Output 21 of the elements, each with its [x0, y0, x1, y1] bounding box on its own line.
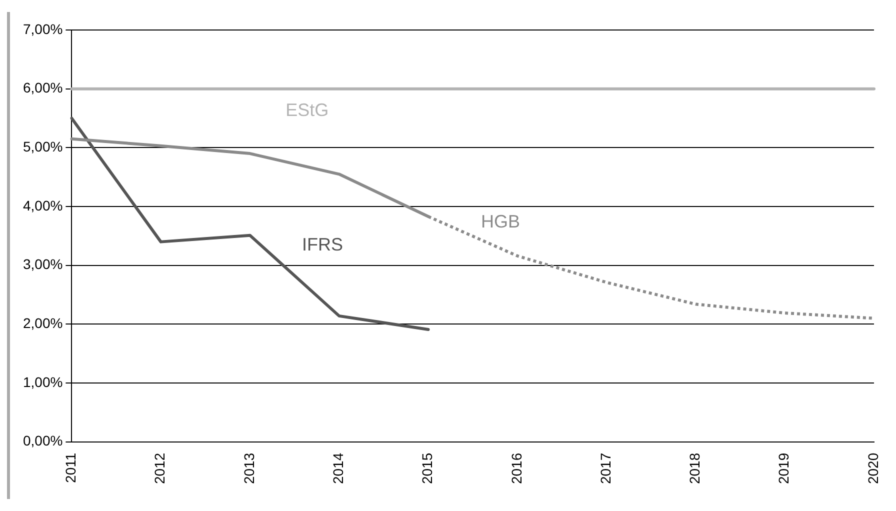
- y-tick-label: 6,00%: [22, 80, 63, 96]
- x-tick-label: 2018: [686, 452, 703, 484]
- x-tick-label: 2012: [152, 452, 168, 484]
- x-tick-label: 2013: [240, 452, 257, 484]
- x-tick-label: 2020: [864, 452, 881, 484]
- x-tick-label: 2016: [508, 452, 524, 484]
- series-label: EStG: [286, 100, 329, 120]
- y-tick-label: 1,00%: [22, 374, 63, 390]
- y-tick-label: 5,00%: [22, 138, 63, 155]
- y-tick-label: 2,00%: [22, 315, 63, 332]
- x-tick-label: 2015: [419, 452, 436, 484]
- x-tick-label: 2011: [62, 452, 79, 483]
- x-tick-label: 2017: [597, 452, 614, 484]
- x-tick-label: 2019: [776, 452, 792, 484]
- text: HGB: [481, 211, 520, 232]
- y-tick-label: 3,00%: [22, 256, 63, 272]
- y-tick-label: 4,00%: [22, 197, 63, 214]
- y-tick-label: 0,00%: [22, 432, 63, 449]
- y-tick-label: 7,00%: [22, 20, 63, 37]
- series-label: IFRS: [302, 234, 343, 254]
- x-tick-label: 2014: [330, 452, 346, 484]
